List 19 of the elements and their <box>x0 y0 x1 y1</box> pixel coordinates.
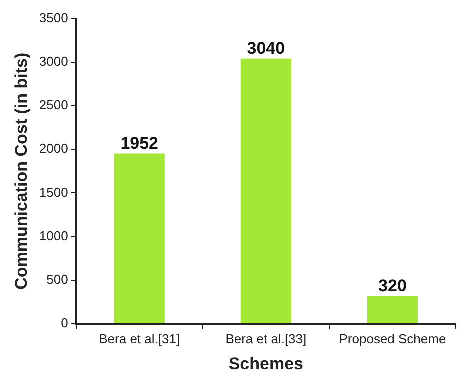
y-tick-label: 500 <box>46 272 68 287</box>
y-tick-label: 2000 <box>39 141 68 156</box>
bar <box>367 296 418 324</box>
bar <box>114 154 165 324</box>
y-tick-label: 1500 <box>39 184 68 200</box>
data-label: 320 <box>378 276 407 296</box>
x-tick-label: Bera et al.[33] <box>226 331 307 346</box>
data-label: 1952 <box>120 134 159 153</box>
x-tick-label: Bera et al.[31] <box>99 331 180 346</box>
data-label: 3040 <box>247 39 286 58</box>
y-tick-label: 2500 <box>39 98 68 113</box>
y-tick-label: 3000 <box>39 54 68 69</box>
y-tick-label: 3500 <box>39 10 68 26</box>
x-tick-label: Proposed Scheme <box>339 331 446 346</box>
bar <box>240 58 292 324</box>
x-axis-title: Schemes <box>228 354 304 374</box>
y-axis-title: Communication Cost (in bits) <box>12 52 31 290</box>
y-tick-label: 0 <box>61 316 68 331</box>
y-tick-label: 1000 <box>39 228 68 244</box>
